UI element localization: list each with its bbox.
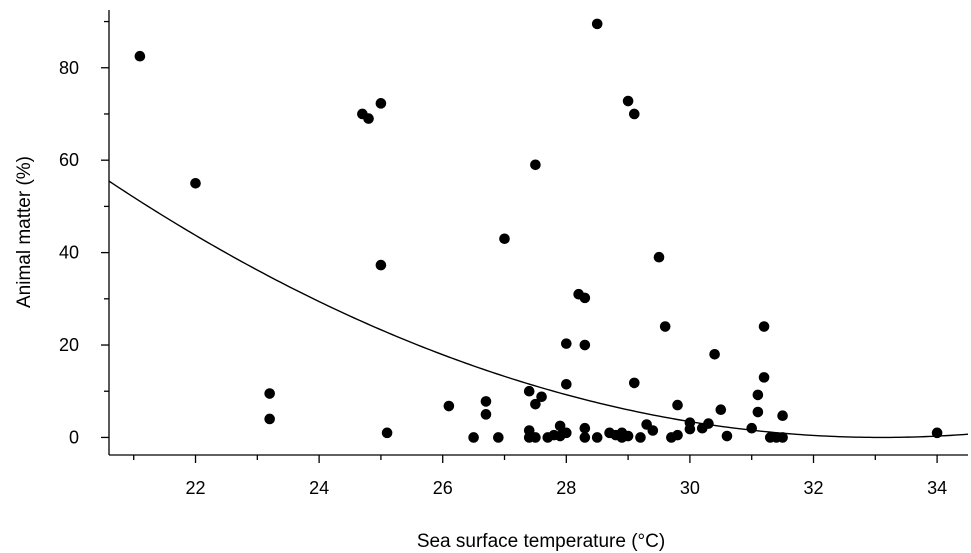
data-point	[480, 396, 492, 407]
y-tick-label: 20	[59, 335, 79, 355]
y-tick-label: 80	[59, 58, 79, 78]
x-tick-label: 28	[556, 478, 576, 498]
data-point	[579, 292, 591, 304]
x-tick-label: 30	[680, 478, 700, 498]
data-point	[493, 432, 504, 443]
x-tick-label: 34	[927, 478, 947, 498]
data-point	[622, 430, 634, 442]
data-point	[134, 50, 146, 62]
data-point	[579, 339, 591, 351]
axes	[108, 10, 968, 456]
data-point	[375, 98, 387, 109]
data-point	[715, 404, 727, 416]
data-point	[703, 418, 714, 429]
data-point	[561, 427, 572, 439]
y-axis-ticks: 0 20 40 60 80	[59, 20, 109, 447]
data-point	[468, 432, 479, 443]
data-point	[530, 398, 541, 410]
data-point	[499, 233, 510, 245]
x-axis-title: Sea surface temperature (°C)	[417, 531, 665, 552]
data-point	[381, 427, 393, 439]
data-point	[443, 400, 455, 412]
data-point	[579, 422, 591, 434]
data-point	[561, 338, 572, 349]
y-axis-title: Animal matter (%)	[14, 156, 35, 308]
data-point	[536, 391, 547, 403]
data-point	[672, 429, 683, 441]
data-point	[622, 95, 634, 107]
data-point	[777, 410, 788, 422]
x-tick-label: 26	[433, 478, 453, 498]
data-point	[591, 432, 603, 443]
data-point	[709, 348, 720, 360]
data-point	[746, 422, 758, 434]
data-point	[777, 432, 788, 443]
y-tick-label: 40	[59, 243, 79, 263]
x-tick-label: 22	[186, 478, 206, 498]
data-point	[579, 432, 591, 443]
data-point	[591, 18, 603, 30]
data-point	[635, 432, 646, 443]
data-point	[659, 321, 671, 332]
data-point	[672, 399, 683, 411]
data-point	[190, 177, 201, 189]
data-point	[752, 406, 764, 418]
y-tick-label: 60	[59, 150, 79, 170]
data-point	[554, 420, 566, 432]
data-point	[363, 113, 374, 124]
x-axis-ticks: 22 24 26 28 30 32 34	[133, 455, 947, 498]
data-point	[530, 432, 541, 443]
data-point	[480, 409, 492, 420]
data-point	[684, 423, 696, 435]
data-points	[134, 18, 943, 443]
data-point	[628, 108, 640, 120]
data-point	[653, 251, 665, 263]
data-point	[752, 389, 764, 401]
data-point	[530, 159, 541, 171]
data-point	[721, 430, 733, 442]
data-point	[931, 427, 943, 439]
fit-curve	[108, 180, 969, 439]
data-point	[758, 321, 770, 332]
y-tick-label: 0	[69, 427, 79, 447]
x-tick-label: 32	[803, 478, 823, 498]
data-point	[375, 259, 387, 271]
data-point	[628, 377, 640, 389]
data-point	[523, 385, 535, 397]
x-tick-label: 24	[309, 478, 329, 498]
data-point	[561, 378, 572, 390]
data-point	[264, 388, 275, 399]
data-point	[264, 413, 275, 425]
data-point	[647, 425, 659, 436]
data-point	[758, 372, 770, 383]
